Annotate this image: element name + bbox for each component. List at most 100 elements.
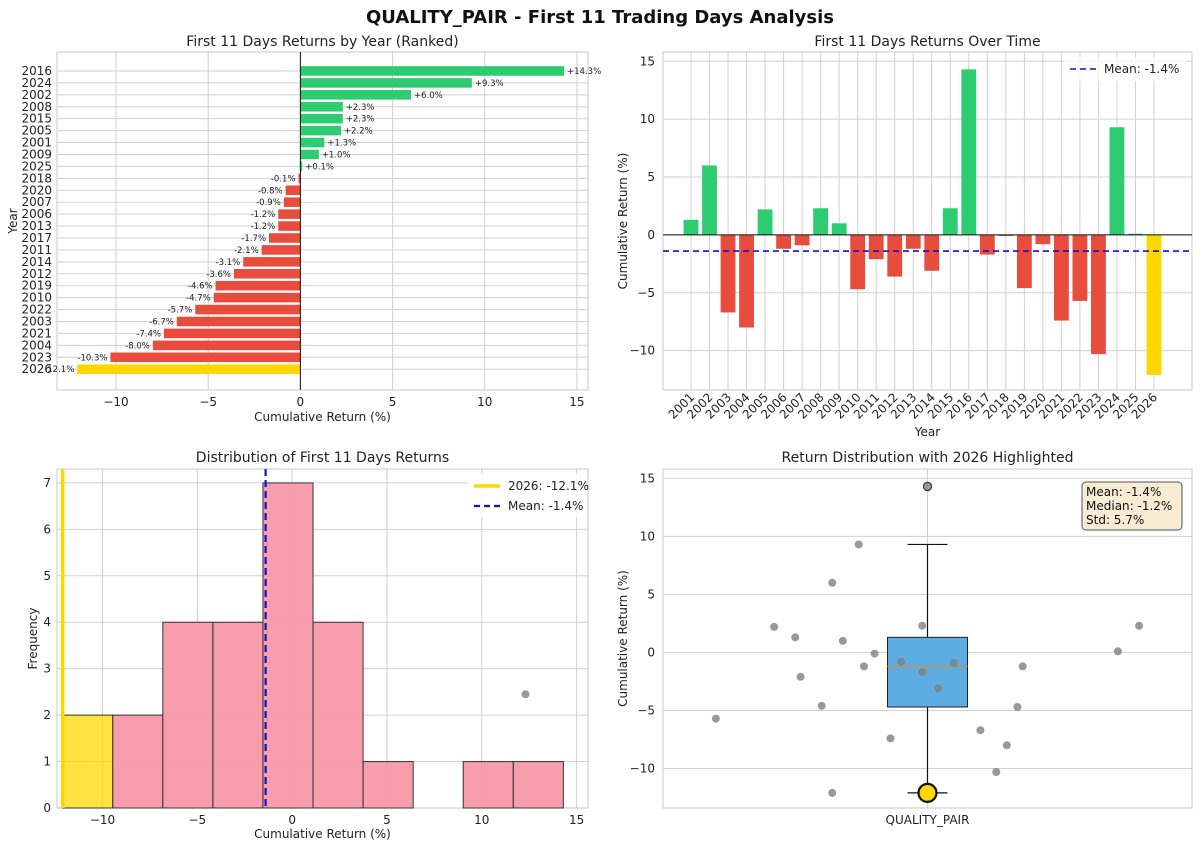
box-data-point xyxy=(791,633,800,642)
ranked-value-label: +14.3% xyxy=(567,67,601,77)
box-ytick-label: −5 xyxy=(637,703,655,717)
box-stats-panel xyxy=(1081,481,1183,531)
hist-xtick-label: 0 xyxy=(288,813,296,827)
hist-bin-bar xyxy=(62,714,114,809)
ranked-value-label: -4.7% xyxy=(186,294,211,304)
overtime-bar-2008 xyxy=(813,208,829,235)
ranked-value-label: -10.3% xyxy=(77,353,107,363)
overtime-bar-2019 xyxy=(1016,234,1032,289)
overtime-title: First 11 Days Returns Over Time xyxy=(814,34,1040,50)
box-title: Return Distribution with 2026 Highlighte… xyxy=(782,450,1074,466)
ranked-xlabel: Cumulative Return (%) xyxy=(254,410,391,424)
hist-bin-bar xyxy=(462,761,514,809)
box-data-point xyxy=(923,482,932,491)
ranked-value-label: -1.2% xyxy=(251,210,276,220)
overtime-ytick-label: −10 xyxy=(630,344,655,358)
box-data-point xyxy=(1018,662,1027,671)
ranked-bar-2011 xyxy=(261,245,301,255)
overtime-bar-2015 xyxy=(942,208,958,235)
ranked-value-label: -3.1% xyxy=(216,258,241,268)
ranked-value-label: +9.3% xyxy=(475,79,504,89)
ranked-year-label: 2026 xyxy=(21,362,52,376)
hist-xtick-label: 15 xyxy=(569,813,584,827)
box-data-point xyxy=(918,668,927,677)
ranked-bar-2002 xyxy=(300,90,411,100)
box-data-point xyxy=(1113,647,1122,656)
ranked-bar-2003 xyxy=(176,316,301,327)
box-data-point xyxy=(918,621,927,630)
hist-ytick-label: 3 xyxy=(43,662,51,676)
overtime-bar-2014 xyxy=(924,234,940,271)
ranked-year-label: 2012 xyxy=(21,267,52,281)
box-data-point xyxy=(770,622,779,631)
ranked-value-label: +2.3% xyxy=(346,103,375,113)
hist-ytick-label: 0 xyxy=(43,801,51,815)
ranked-value-label: -2.1% xyxy=(234,246,259,256)
ranked-bar-2009 xyxy=(300,149,319,160)
overtime-bar-2005 xyxy=(757,209,773,235)
ranked-year-label: 2015 xyxy=(21,112,52,126)
hist-ytick-label: 2 xyxy=(43,708,51,722)
overtime-bar-2021 xyxy=(1053,234,1069,321)
hist-bin-bar xyxy=(212,621,264,809)
overtime-bar-2017 xyxy=(979,234,995,255)
overtime-bar-2018 xyxy=(998,234,1014,237)
hist-bin-bar xyxy=(362,761,414,809)
overtime-legend-mean-label: Mean: -1.4% xyxy=(1104,62,1179,76)
overtime-ytick-label: −5 xyxy=(637,286,655,300)
hist-ytick-label: 4 xyxy=(43,615,51,629)
hist-bin-bar xyxy=(162,621,214,809)
ranked-bar-2025 xyxy=(300,161,303,172)
ranked-year-label: 2009 xyxy=(21,147,52,161)
ranked-bar-2021 xyxy=(163,328,301,339)
ranked-bar-2022 xyxy=(195,304,301,315)
ranked-value-label: -8.0% xyxy=(125,341,150,351)
overtime-bar-2016 xyxy=(961,69,977,235)
ranked-value-label: -0.9% xyxy=(256,198,281,208)
ranked-bar-2016 xyxy=(300,66,565,76)
overtime-bar-2013 xyxy=(905,234,921,249)
overtime-xlabel: Year xyxy=(914,425,940,439)
ranked-value-label: -0.1% xyxy=(271,174,296,184)
ranked-bar-2019 xyxy=(215,280,301,291)
ranked-value-label: +1.3% xyxy=(327,139,356,149)
ranked-value-label: -6.7% xyxy=(149,317,174,327)
hist-xtick-label: −10 xyxy=(90,813,115,827)
hist-ylabel: Frequency xyxy=(26,608,40,670)
box-data-point xyxy=(1013,702,1022,711)
box-data-point xyxy=(976,726,985,735)
box-data-point xyxy=(521,690,530,699)
hist-bin-bar xyxy=(112,714,164,809)
hist-ytick-label: 6 xyxy=(43,522,51,536)
overtime-bar-2023 xyxy=(1091,234,1106,355)
ranked-year-label: 2013 xyxy=(21,219,52,233)
box-stats-line: Mean: -1.4% xyxy=(1086,485,1161,499)
box-data-point xyxy=(838,636,847,645)
ranked-year-label: 2023 xyxy=(21,350,52,364)
box-data-point xyxy=(817,701,826,710)
box-data-point xyxy=(897,657,906,666)
ranked-year-label: 2008 xyxy=(21,100,52,114)
hist-ytick-label: 1 xyxy=(43,755,51,769)
box-ytick-label: −10 xyxy=(630,762,655,776)
ranked-year-label: 2003 xyxy=(21,314,52,328)
ranked-bar-2026 xyxy=(77,364,301,374)
box-current-marker xyxy=(917,782,938,804)
ranked-value-label: -3.6% xyxy=(206,270,231,280)
box-data-point xyxy=(949,658,958,667)
box-data-point xyxy=(1002,741,1011,750)
hist-xlabel: Cumulative Return (%) xyxy=(254,827,391,841)
ranked-value-label: -1.7% xyxy=(241,234,266,244)
ranked-year-label: 2025 xyxy=(21,159,52,173)
overtime-ylabel: Cumulative Return (%) xyxy=(616,153,630,290)
box-ytick-label: 10 xyxy=(640,529,655,543)
hist-xtick-label: 5 xyxy=(383,813,391,827)
ranked-year-label: 2001 xyxy=(21,136,52,150)
ranked-bar-2015 xyxy=(300,113,343,124)
overtime-ytick-label: 0 xyxy=(647,228,655,242)
box-data-point xyxy=(854,540,863,549)
ranked-year-label: 2017 xyxy=(21,231,52,245)
ranked-bar-2020 xyxy=(285,185,301,196)
ranked-year-label: 2014 xyxy=(21,255,52,269)
box-ytick-label: 5 xyxy=(647,587,655,601)
